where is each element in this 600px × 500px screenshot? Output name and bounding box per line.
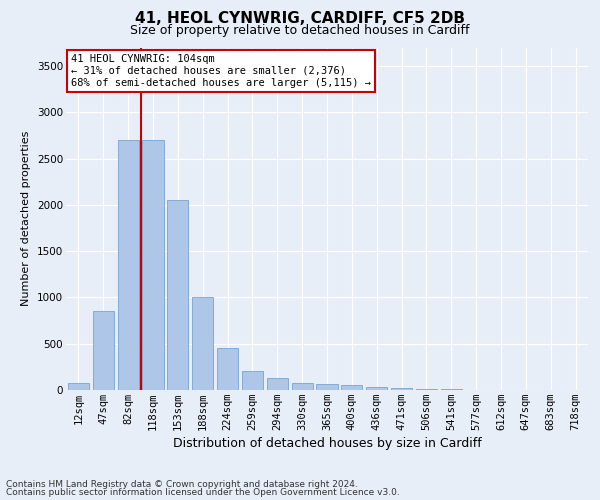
Text: Size of property relative to detached houses in Cardiff: Size of property relative to detached ho… xyxy=(130,24,470,37)
Bar xyxy=(217,348,238,390)
Text: Contains HM Land Registry data © Crown copyright and database right 2024.: Contains HM Land Registry data © Crown c… xyxy=(6,480,358,489)
Bar xyxy=(341,386,362,390)
Bar xyxy=(391,388,412,390)
Text: 41, HEOL CYNWRIG, CARDIFF, CF5 2DB: 41, HEOL CYNWRIG, CARDIFF, CF5 2DB xyxy=(135,11,465,26)
Bar xyxy=(416,389,437,390)
Bar xyxy=(242,372,263,390)
Text: 41 HEOL CYNWRIG: 104sqm
← 31% of detached houses are smaller (2,376)
68% of semi: 41 HEOL CYNWRIG: 104sqm ← 31% of detache… xyxy=(71,54,371,88)
Bar xyxy=(68,382,89,390)
Bar xyxy=(167,200,188,390)
Bar xyxy=(292,382,313,390)
Text: Contains public sector information licensed under the Open Government Licence v3: Contains public sector information licen… xyxy=(6,488,400,497)
Bar xyxy=(192,298,213,390)
Y-axis label: Number of detached properties: Number of detached properties xyxy=(22,131,31,306)
Bar xyxy=(142,140,164,390)
Bar xyxy=(267,378,288,390)
Bar xyxy=(118,140,139,390)
X-axis label: Distribution of detached houses by size in Cardiff: Distribution of detached houses by size … xyxy=(173,437,481,450)
Bar xyxy=(366,387,387,390)
Bar xyxy=(316,384,338,390)
Bar xyxy=(93,312,114,390)
